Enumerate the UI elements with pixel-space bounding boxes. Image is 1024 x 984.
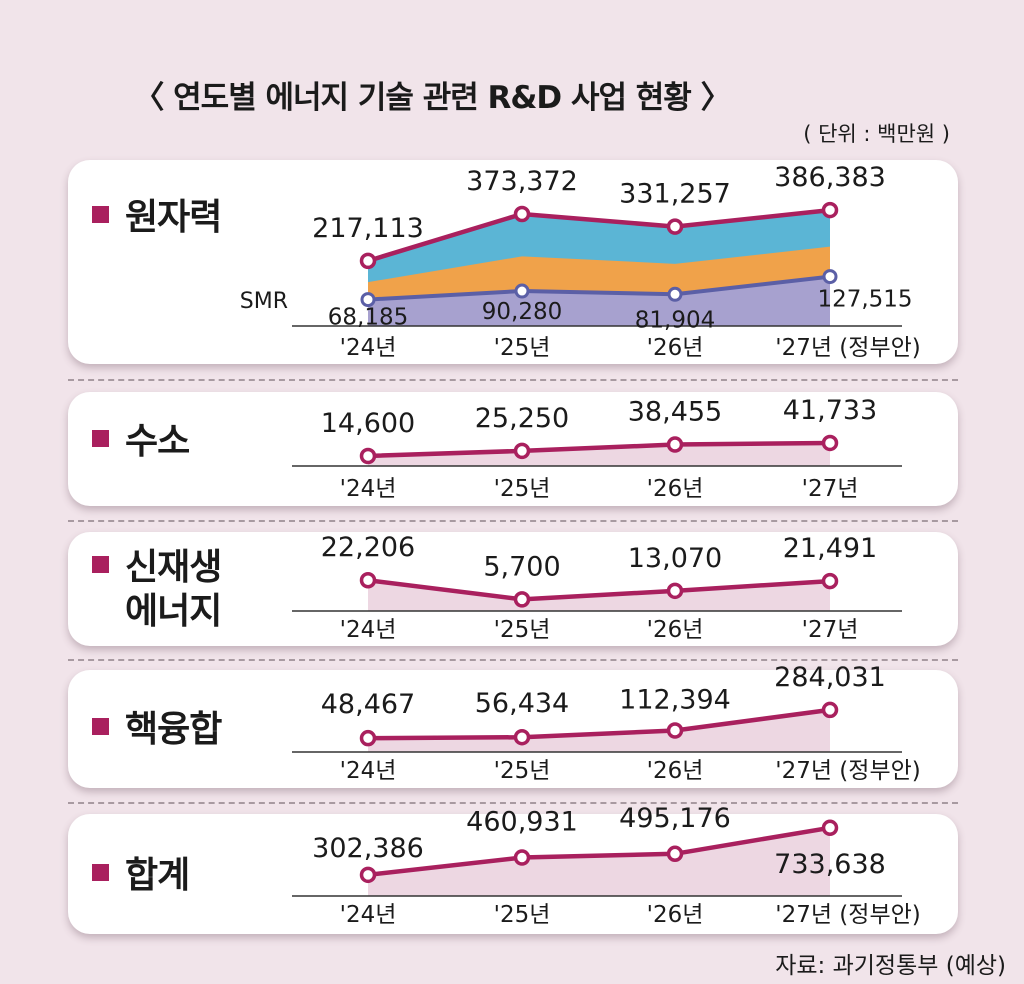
x-tick-1-1: '25년 [494,476,551,502]
divider [68,659,958,661]
series-line-3 [367,707,831,741]
data-label-1-2: 38,455 [628,397,722,428]
data-label-2-3: 21,491 [783,533,877,564]
data-label-smr-2: 81,904 [635,307,715,333]
x-tick-1-0: '24년 [340,476,397,502]
area-smr [368,276,830,326]
chart-label-fusion: 핵융합 [92,708,222,752]
chart-label-hydrogen: 수소 [92,420,190,464]
area-fill-1 [368,442,830,466]
bullet-icon [92,718,109,735]
divider [68,802,958,804]
data-label-1-0: 14,600 [321,408,415,439]
point-2-0 [359,571,377,589]
point-4-3 [821,819,839,837]
data-label-3-0: 48,467 [321,689,415,720]
data-label-nuclear-2: 331,257 [619,179,731,210]
data-label-2-1: 5,700 [483,551,560,582]
x-tick-4-1: '25년 [494,902,551,928]
bullet-icon [92,556,109,573]
data-label-smr-1: 90,280 [482,299,562,325]
series-line-4 [367,825,831,878]
data-label-3-2: 112,394 [619,685,731,716]
point-3-1 [513,728,531,746]
chart-label-nuclear: 원자력 [92,196,222,240]
data-label-smr-3: 127,515 [817,287,912,313]
page-title: 〈 연도별 에너지 기술 관련 R&D 사업 현황 〉 [133,80,731,116]
data-label-4-3: 733,638 [774,849,886,880]
series-label-smr: SMR [240,289,288,314]
x-tick-2-3: '27년 [802,617,859,643]
x-tick-nuclear-3: '27년 (정부안) [775,335,921,361]
x-tick-3-2: '26년 [647,758,704,784]
x-tick-2-2: '26년 [647,617,704,643]
area-fill-3 [368,709,830,752]
point-nuclear-1 [513,205,531,223]
bullet-icon [92,206,109,223]
point-3-0 [359,729,377,747]
point-smr-2 [667,286,683,302]
point-1-3 [821,434,839,452]
x-tick-nuclear-1: '25년 [494,335,551,361]
data-label-nuclear-3: 386,383 [774,162,886,193]
series-line-2 [367,578,831,602]
point-smr-0 [360,292,376,308]
data-label-nuclear-0: 217,113 [312,213,424,244]
x-tick-3-1: '25년 [494,758,551,784]
x-tick-4-0: '24년 [340,902,397,928]
point-4-0 [359,866,377,884]
point-1-0 [359,447,377,465]
point-1-1 [513,442,531,460]
divider [68,520,958,522]
data-label-2-0: 22,206 [321,532,415,563]
data-label-3-1: 56,434 [475,688,569,719]
divider [68,379,958,381]
chart-label-total: 합계 [92,854,190,898]
series-line-1 [367,440,831,459]
x-tick-2-0: '24년 [340,617,397,643]
line-nuclear-total [367,207,831,264]
point-nuclear-3 [821,201,839,219]
point-nuclear-0 [359,252,377,270]
data-label-4-0: 302,386 [312,833,424,864]
x-tick-4-2: '26년 [647,902,704,928]
data-label-1-3: 41,733 [783,395,877,426]
x-tick-nuclear-2: '26년 [647,335,704,361]
x-tick-nuclear-0: '24년 [340,335,397,361]
x-tick-2-1: '25년 [494,617,551,643]
x-tick-3-3: '27년 (정부안) [775,758,921,784]
point-4-1 [513,849,531,866]
data-label-4-2: 495,176 [619,803,731,834]
point-4-2 [666,845,684,863]
x-tick-1-2: '26년 [647,476,704,502]
x-tick-1-3: '27년 [802,476,859,502]
point-smr-1 [514,283,530,299]
bullet-icon [92,864,109,881]
point-3-2 [666,722,684,739]
chart-label-renewable: 신재생 에너지 [92,546,222,634]
point-2-2 [666,582,684,600]
point-2-1 [513,591,531,608]
point-2-3 [821,572,839,590]
data-label-2-2: 13,070 [628,543,722,574]
point-smr-3 [822,269,838,285]
point-nuclear-2 [666,218,684,235]
data-label-3-3: 284,031 [774,662,886,693]
data-label-1-1: 25,250 [475,403,569,434]
x-tick-4-3: '27년 (정부안) [775,902,921,928]
data-label-smr-0: 68,185 [328,305,408,331]
line-smr [367,274,831,302]
source-note: 자료: 과기정통부 (예상) [775,953,1006,979]
x-tick-3-0: '24년 [340,758,397,784]
area-fill-4 [368,827,830,896]
data-label-4-1: 460,931 [466,807,578,838]
unit-note: ( 단위 : 백만원 ) [803,122,950,146]
data-label-nuclear-1: 373,372 [466,166,578,197]
bullet-icon [92,430,109,447]
point-3-3 [821,701,839,719]
point-1-2 [666,436,684,453]
